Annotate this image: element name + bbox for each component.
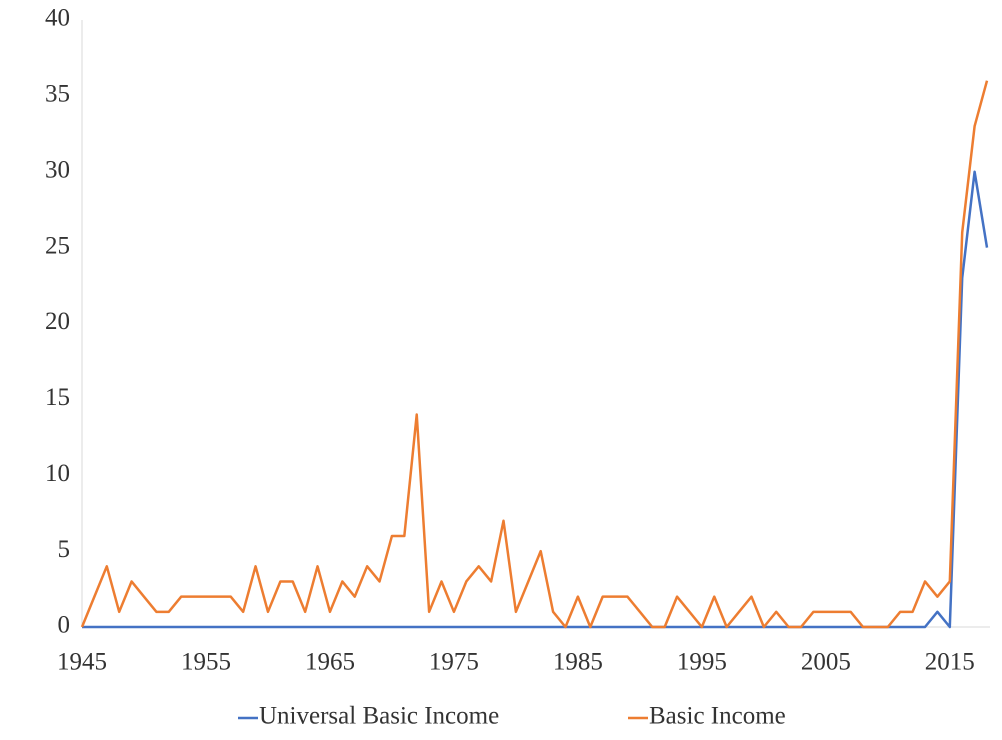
series-line (80, 80, 989, 629)
y-tick-label: 10 (45, 460, 70, 487)
y-tick-label: 25 (45, 232, 70, 259)
y-tick-label: 30 (45, 156, 70, 183)
y-tick-label: 15 (45, 384, 70, 411)
x-tick-label: 1995 (677, 649, 727, 676)
y-tick-label: 20 (45, 308, 70, 335)
legend-label: Basic Income (649, 703, 786, 730)
y-tick-label: 35 (45, 81, 70, 108)
x-tick-label: 1985 (553, 649, 603, 676)
x-tick-label: 1955 (181, 649, 231, 676)
legend-label: Universal Basic Income (259, 703, 499, 730)
x-tick-label: 2005 (801, 649, 851, 676)
y-tick-label: 5 (58, 536, 71, 563)
y-tick-label: 0 (58, 612, 71, 639)
x-tick-label: 2015 (925, 649, 975, 676)
y-tick-label: 40 (45, 5, 70, 32)
series-line (82, 170, 989, 629)
x-tick-label: 1975 (429, 649, 479, 676)
x-tick-label: 1945 (57, 649, 107, 676)
x-tick-label: 1965 (305, 649, 355, 676)
